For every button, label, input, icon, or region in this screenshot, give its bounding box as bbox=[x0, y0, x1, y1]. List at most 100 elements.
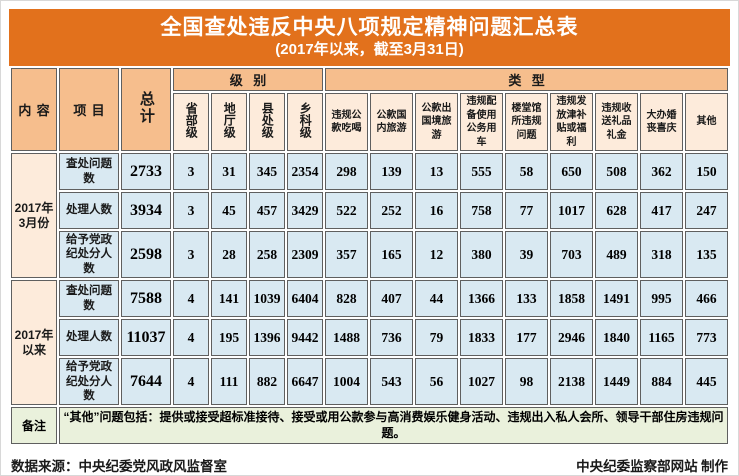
total-cell: 11037 bbox=[121, 319, 171, 357]
data-cell: 1004 bbox=[325, 358, 369, 406]
data-cell: 3 bbox=[173, 153, 209, 190]
note-row: 备注 “其他”问题包括：提供或接受超标准接待、接受或用公款参与高消费娱乐健身活动… bbox=[11, 407, 729, 445]
data-cell: 1039 bbox=[249, 280, 285, 318]
data-cell: 1027 bbox=[460, 358, 504, 406]
data-cell: 177 bbox=[505, 319, 549, 357]
period-label-ytd: 2017年以来 bbox=[11, 280, 57, 406]
data-cell: 1488 bbox=[325, 319, 369, 357]
data-source: 数据来源：中央纪委党风政风监督室 bbox=[11, 459, 227, 475]
data-cell: 555 bbox=[460, 153, 504, 190]
data-cell: 2309 bbox=[287, 231, 324, 279]
data-cell: 407 bbox=[370, 280, 414, 318]
data-cell: 6647 bbox=[287, 358, 324, 406]
data-cell: 417 bbox=[640, 192, 684, 229]
data-cell: 4 bbox=[173, 280, 209, 318]
data-cell: 150 bbox=[685, 153, 729, 190]
data-cell: 141 bbox=[211, 280, 247, 318]
col-header-type-2: 公款国内旅游 bbox=[370, 93, 414, 151]
producer-credit: 中央纪委监察部网站 制作 bbox=[576, 459, 728, 475]
note-label: 备注 bbox=[11, 407, 57, 445]
subtitle: (2017年以来，截至3月31日) bbox=[275, 40, 464, 58]
table-row: 2017年3月份 查处问题数 2733 3 31 345 2354 298 13… bbox=[11, 153, 729, 279]
row-label: 处理人数 bbox=[59, 192, 119, 229]
data-cell: 466 bbox=[685, 280, 729, 318]
data-cell: 6404 bbox=[287, 280, 324, 318]
data-cell: 3 bbox=[173, 192, 209, 229]
total-cell: 2598 bbox=[121, 231, 171, 279]
col-group-level: 级别 bbox=[173, 68, 324, 91]
col-header-prefecture-level: 地厅级 bbox=[211, 93, 247, 151]
table-row: 给予党政纪处分人数 7644 4 111 882 6647 1004 543 5… bbox=[11, 358, 729, 406]
col-header-township-level: 乡科级 bbox=[287, 93, 324, 151]
data-cell: 345 bbox=[249, 153, 285, 190]
data-cell: 2354 bbox=[287, 153, 324, 190]
data-cell: 4 bbox=[173, 358, 209, 406]
data-cell: 28 bbox=[211, 231, 247, 279]
data-cell: 3 bbox=[173, 231, 209, 279]
table-row: 2017年以来 查处问题数 7588 4 141 1039 6404 828 4… bbox=[11, 280, 729, 406]
col-header-type-6: 违规发放津补贴或福利 bbox=[550, 93, 594, 151]
data-cell: 195 bbox=[211, 319, 247, 357]
col-header-type-3: 公款出国境旅游 bbox=[415, 93, 459, 151]
data-cell: 298 bbox=[325, 153, 369, 190]
col-header-type-5: 楼堂馆所违规问题 bbox=[505, 93, 549, 151]
data-cell: 2138 bbox=[550, 358, 594, 406]
data-cell: 4 bbox=[173, 319, 209, 357]
data-cell: 98 bbox=[505, 358, 549, 406]
main-title: 全国查处违反中央八项规定精神问题汇总表 bbox=[160, 16, 579, 40]
data-cell: 522 bbox=[325, 192, 369, 229]
data-cell: 703 bbox=[550, 231, 594, 279]
row-label: 处理人数 bbox=[59, 319, 119, 357]
col-header-province-level: 省部级 bbox=[173, 93, 209, 151]
data-cell: 318 bbox=[640, 231, 684, 279]
col-header-content: 内容 bbox=[11, 68, 57, 151]
data-cell: 628 bbox=[595, 192, 639, 229]
data-cell: 828 bbox=[325, 280, 369, 318]
data-cell: 165 bbox=[370, 231, 414, 279]
data-cell: 111 bbox=[211, 358, 247, 406]
data-cell: 1366 bbox=[460, 280, 504, 318]
data-cell: 135 bbox=[685, 231, 729, 279]
header-group-row: 内容 项目 总计 级别 类型 bbox=[11, 68, 729, 151]
col-header-type-7: 违规收送礼品礼金 bbox=[595, 93, 639, 151]
data-cell: 445 bbox=[685, 358, 729, 406]
data-cell: 650 bbox=[550, 153, 594, 190]
col-header-county-level-label: 县处级 bbox=[260, 101, 275, 138]
summary-table: 内容 项目 总计 级别 类型 省部级 地厅级 县处级 乡科级 违规公款吃喝 公款… bbox=[9, 66, 730, 446]
total-cell: 7588 bbox=[121, 280, 171, 318]
col-group-type: 类型 bbox=[325, 68, 729, 91]
col-header-total-label: 总计 bbox=[137, 91, 155, 125]
data-cell: 1449 bbox=[595, 358, 639, 406]
data-cell: 133 bbox=[505, 280, 549, 318]
data-cell: 16 bbox=[415, 192, 459, 229]
data-cell: 1396 bbox=[249, 319, 285, 357]
data-cell: 39 bbox=[505, 231, 549, 279]
col-header-type-8: 大办婚丧喜庆 bbox=[640, 93, 684, 151]
data-cell: 1858 bbox=[550, 280, 594, 318]
data-cell: 489 bbox=[595, 231, 639, 279]
data-cell: 736 bbox=[370, 319, 414, 357]
data-cell: 31 bbox=[211, 153, 247, 190]
col-header-total: 总计 bbox=[121, 68, 171, 151]
data-cell: 1165 bbox=[640, 319, 684, 357]
data-cell: 884 bbox=[640, 358, 684, 406]
col-header-prefecture-level-label: 地厅级 bbox=[222, 101, 237, 138]
data-cell: 362 bbox=[640, 153, 684, 190]
row-label: 给予党政纪处分人数 bbox=[59, 358, 119, 406]
period-label-march: 2017年3月份 bbox=[11, 153, 57, 279]
data-cell: 1017 bbox=[550, 192, 594, 229]
table-row: 处理人数 3934 3 45 457 3429 522 252 16 758 7… bbox=[11, 192, 729, 229]
col-header-type-4: 违规配备使用公务用车 bbox=[460, 93, 504, 151]
data-cell: 1491 bbox=[595, 280, 639, 318]
data-cell: 543 bbox=[370, 358, 414, 406]
data-cell: 58 bbox=[505, 153, 549, 190]
data-cell: 247 bbox=[685, 192, 729, 229]
col-header-type-1: 违规公款吃喝 bbox=[325, 93, 369, 151]
table-row: 处理人数 11037 4 195 1396 9442 1488 736 79 1… bbox=[11, 319, 729, 357]
data-cell: 9442 bbox=[287, 319, 324, 357]
col-header-township-level-label: 乡科级 bbox=[298, 101, 313, 138]
data-cell: 457 bbox=[249, 192, 285, 229]
data-cell: 508 bbox=[595, 153, 639, 190]
row-label: 给予党政纪处分人数 bbox=[59, 231, 119, 279]
